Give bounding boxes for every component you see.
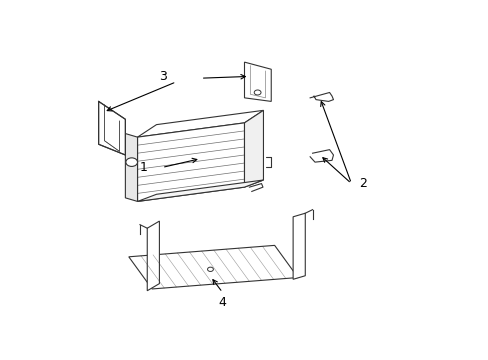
- Polygon shape: [137, 180, 263, 202]
- Polygon shape: [99, 102, 125, 155]
- Circle shape: [207, 267, 213, 271]
- Text: 3: 3: [159, 70, 166, 83]
- Text: 4: 4: [218, 296, 226, 309]
- Polygon shape: [128, 246, 297, 289]
- Polygon shape: [137, 123, 244, 202]
- Polygon shape: [244, 111, 263, 187]
- Text: 2: 2: [358, 177, 366, 190]
- Polygon shape: [99, 102, 125, 155]
- Polygon shape: [147, 221, 159, 291]
- Polygon shape: [292, 213, 305, 279]
- Polygon shape: [244, 62, 271, 102]
- Polygon shape: [137, 111, 263, 137]
- Circle shape: [125, 158, 137, 166]
- Circle shape: [254, 90, 261, 95]
- Text: 1: 1: [139, 161, 147, 174]
- Polygon shape: [125, 134, 137, 202]
